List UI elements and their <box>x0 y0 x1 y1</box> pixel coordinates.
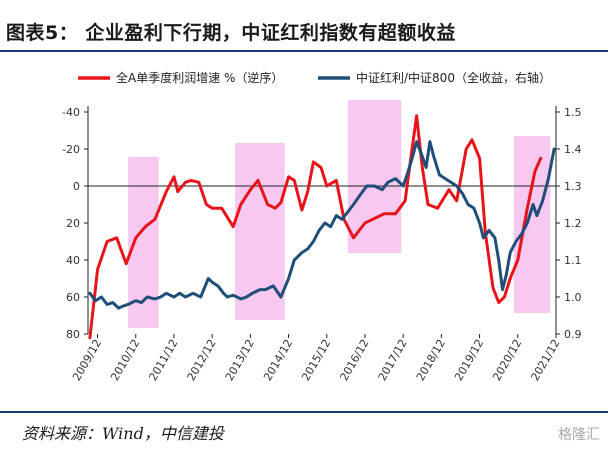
profit-growth-line <box>88 114 543 340</box>
chart-title: 图表5： 企业盈利下行期，中证红利指数有超额收益 <box>6 22 456 44</box>
legend-label: 中证红利/中证800（全收益，右轴） <box>356 70 551 85</box>
x-tick-label: 2018/12 <box>414 337 448 383</box>
left-tick-label: 60 <box>66 291 80 304</box>
x-tick-label: 2010/12 <box>108 337 142 383</box>
shaded-period <box>347 100 402 253</box>
x-tick-label: 2015/12 <box>299 337 333 383</box>
legend-label: 全A单季度利润增速 %（逆序） <box>116 70 283 85</box>
x-tick-label: 2021/12 <box>528 337 562 383</box>
x-tick-label: 2019/12 <box>452 337 486 383</box>
title-rule <box>0 50 608 52</box>
x-tick-label: 2013/12 <box>223 337 257 383</box>
x-tick-label: 2020/12 <box>490 337 524 383</box>
source-rule <box>0 411 608 413</box>
source-note: 资料来源：Wind，中信建投 <box>22 424 224 443</box>
right-tick-label: 1.5 <box>564 106 582 119</box>
x-tick-label: 2011/12 <box>146 337 180 383</box>
left-tick-label: 20 <box>66 217 80 230</box>
dividend-ratio-line <box>88 140 556 310</box>
x-tick-label: 2016/12 <box>337 337 371 383</box>
shaded-period <box>513 136 551 313</box>
x-tick-label: 2012/12 <box>185 337 219 383</box>
x-tick-label: 2014/12 <box>261 337 295 383</box>
right-tick-label: 1.2 <box>564 217 582 230</box>
right-tick-label: 0.9 <box>564 328 582 341</box>
watermark-logo: 格隆汇 <box>558 427 600 443</box>
right-tick-label: 1.3 <box>564 180 582 193</box>
x-tick-label: 2017/12 <box>376 337 410 383</box>
right-tick-label: 1.1 <box>564 254 582 267</box>
right-tick-label: 1.0 <box>564 291 582 304</box>
left-tick-label: -40 <box>62 106 80 119</box>
left-tick-label: 40 <box>66 254 80 267</box>
left-tick-label: -20 <box>62 143 80 156</box>
left-tick-label: 0 <box>73 180 80 193</box>
right-tick-label: 1.4 <box>564 143 582 156</box>
left-tick-label: 80 <box>66 328 80 341</box>
x-tick-label: 2009/12 <box>70 337 104 383</box>
